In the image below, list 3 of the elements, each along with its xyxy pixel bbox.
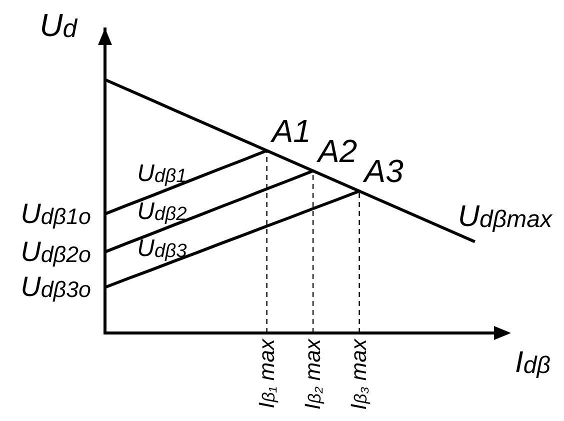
annotation: A3 [364,153,404,190]
annotation: A2 [318,132,358,169]
annotation: A1 [272,112,311,149]
